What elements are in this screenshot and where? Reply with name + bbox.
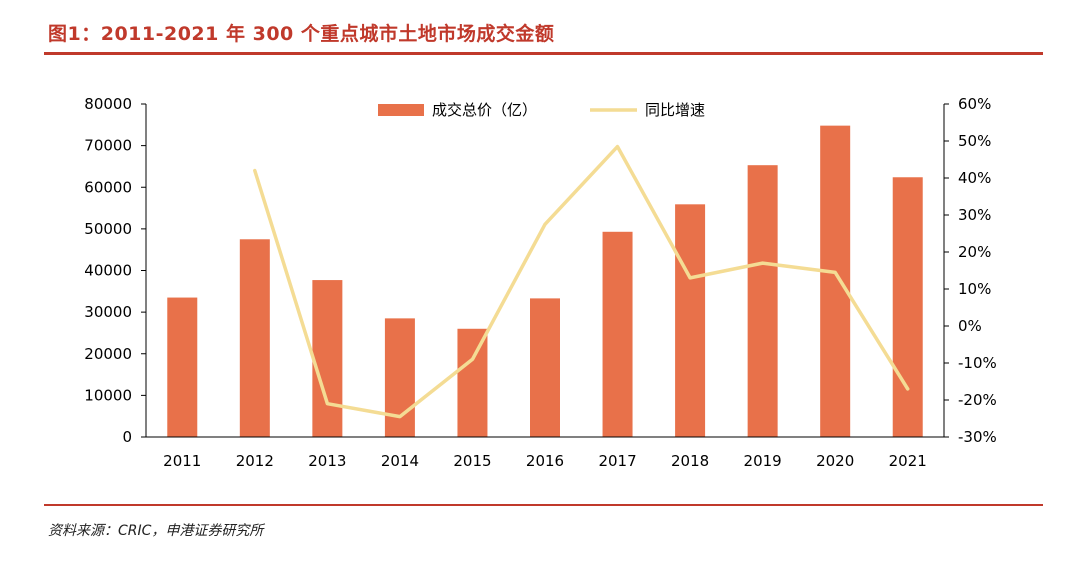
x-tick-label: 2017 — [598, 452, 636, 470]
bar-2016 — [530, 298, 560, 437]
bar-2020 — [820, 125, 851, 438]
y-left-tick-label: 30000 — [84, 303, 132, 321]
y-right-tick-label: -30% — [958, 428, 997, 446]
bar-2015 — [457, 328, 488, 437]
y-right-tick-label: 20% — [958, 243, 991, 261]
x-tick-label: 2014 — [381, 452, 419, 470]
y-left-tick-label: 40000 — [84, 262, 132, 280]
x-tick-label: 2011 — [163, 452, 201, 470]
y-right-tick-label: 50% — [958, 132, 991, 150]
y-right-tick-label: -20% — [958, 391, 997, 409]
y-left-tick-label: 70000 — [84, 137, 132, 155]
bar-2021 — [892, 177, 923, 437]
bar-2018 — [675, 204, 706, 437]
x-tick-label: 2019 — [744, 452, 782, 470]
x-tick-label: 2015 — [453, 452, 491, 470]
y-right-tick-label: 40% — [958, 169, 991, 187]
y-right-tick-label: 60% — [958, 95, 991, 113]
figure-title: 图1：2011-2021 年 300 个重点城市土地市场成交金额 — [48, 23, 555, 45]
y-left-tick-label: 10000 — [84, 386, 132, 404]
x-tick-label: 2016 — [526, 452, 564, 470]
x-tick-label: 2012 — [236, 452, 274, 470]
legend-swatch-bar — [378, 104, 424, 116]
x-tick-label: 2013 — [308, 452, 346, 470]
x-tick-label: 2020 — [816, 452, 854, 470]
title-rule — [44, 52, 1043, 55]
y-right-tick-label: 0% — [958, 317, 982, 335]
x-tick-label: 2021 — [889, 452, 927, 470]
legend-label-bar: 成交总价（亿） — [432, 101, 537, 119]
growth-line — [253, 144, 910, 419]
y-right-tick-label: -10% — [958, 354, 997, 372]
y-left-tick-label: 0 — [122, 428, 132, 446]
bar-2014 — [384, 318, 415, 437]
source-rule — [44, 504, 1043, 506]
bar-2017 — [602, 231, 633, 437]
axes-layer: 0 10000 20000 30000 40000 50000 60000 70000 8000… — [84, 95, 996, 470]
y-right-tick-label: 30% — [958, 206, 991, 224]
source-note: 资料来源：CRIC，申港证券研究所 — [48, 523, 264, 539]
y-left-tick-label: 80000 — [84, 95, 132, 113]
bar-2013 — [312, 280, 343, 437]
y-left-tick-label: 50000 — [84, 220, 132, 238]
line-series-layer — [253, 144, 910, 419]
x-tick-label: 2018 — [671, 452, 709, 470]
bar-series-layer — [167, 125, 923, 438]
legend: 成交总价（亿） 同比增速 — [378, 101, 705, 119]
y-left-tick-label: 20000 — [84, 345, 132, 363]
bar-2012 — [239, 239, 270, 437]
y-right-tick-label: 10% — [958, 280, 991, 298]
bar-2019 — [747, 165, 778, 437]
legend-label-line: 同比增速 — [645, 101, 705, 119]
y-left-tick-label: 60000 — [84, 178, 132, 196]
bar-2011 — [167, 297, 198, 437]
